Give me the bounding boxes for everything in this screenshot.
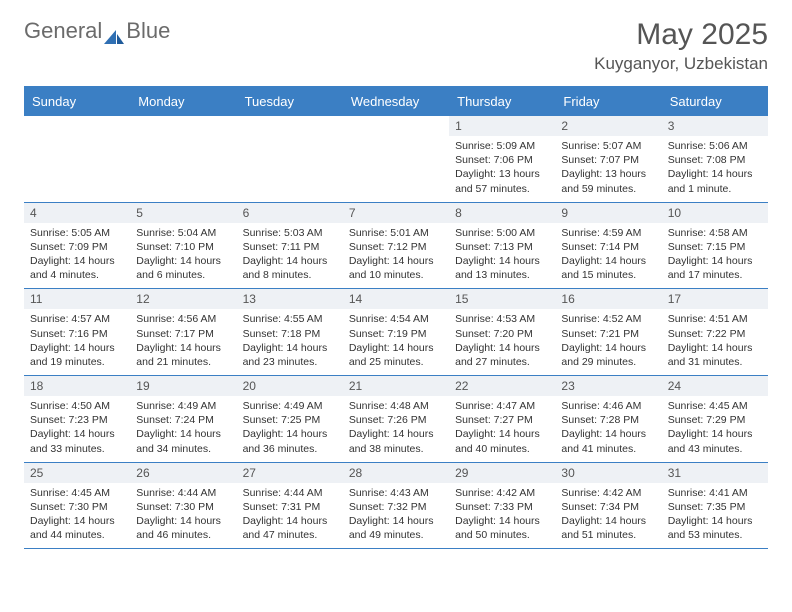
day-number-row: 45678910: [24, 202, 768, 223]
day-detail-cell: Sunrise: 4:57 AMSunset: 7:16 PMDaylight:…: [24, 309, 130, 375]
day-number-cell: 7: [343, 202, 449, 223]
day-number-cell: [343, 116, 449, 137]
day-detail-cell: Sunrise: 4:47 AMSunset: 7:27 PMDaylight:…: [449, 396, 555, 462]
day-detail-cell: Sunrise: 4:46 AMSunset: 7:28 PMDaylight:…: [555, 396, 661, 462]
day-number-cell: [130, 116, 236, 137]
logo-text-blue: Blue: [126, 18, 170, 44]
day-detail-row: Sunrise: 4:45 AMSunset: 7:30 PMDaylight:…: [24, 483, 768, 549]
day-number-cell: [24, 116, 130, 137]
day-detail-cell: Sunrise: 5:00 AMSunset: 7:13 PMDaylight:…: [449, 223, 555, 289]
day-detail-cell: Sunrise: 5:05 AMSunset: 7:09 PMDaylight:…: [24, 223, 130, 289]
day-detail-row: Sunrise: 4:50 AMSunset: 7:23 PMDaylight:…: [24, 396, 768, 462]
day-number-cell: 8: [449, 202, 555, 223]
day-detail-cell: Sunrise: 5:03 AMSunset: 7:11 PMDaylight:…: [237, 223, 343, 289]
sail-icon: [104, 24, 124, 38]
day-number-cell: 29: [449, 462, 555, 483]
day-detail-cell: Sunrise: 4:44 AMSunset: 7:30 PMDaylight:…: [130, 483, 236, 549]
logo: General Blue: [24, 18, 170, 44]
day-detail-row: Sunrise: 5:09 AMSunset: 7:06 PMDaylight:…: [24, 136, 768, 202]
bottom-rule: [24, 548, 768, 549]
day-number-cell: 1: [449, 116, 555, 137]
day-number-cell: 27: [237, 462, 343, 483]
day-detail-cell: Sunrise: 4:51 AMSunset: 7:22 PMDaylight:…: [662, 309, 768, 375]
day-header-row: SundayMondayTuesdayWednesdayThursdayFrid…: [24, 88, 768, 116]
day-detail-cell: Sunrise: 4:42 AMSunset: 7:33 PMDaylight:…: [449, 483, 555, 549]
day-number-cell: 19: [130, 376, 236, 397]
day-number-cell: 11: [24, 289, 130, 310]
calendar-table: SundayMondayTuesdayWednesdayThursdayFrid…: [24, 88, 768, 548]
day-detail-row: Sunrise: 4:57 AMSunset: 7:16 PMDaylight:…: [24, 309, 768, 375]
day-number-cell: 3: [662, 116, 768, 137]
day-number-cell: 15: [449, 289, 555, 310]
day-detail-cell: Sunrise: 4:54 AMSunset: 7:19 PMDaylight:…: [343, 309, 449, 375]
day-detail-cell: Sunrise: 5:06 AMSunset: 7:08 PMDaylight:…: [662, 136, 768, 202]
day-detail-cell: Sunrise: 4:48 AMSunset: 7:26 PMDaylight:…: [343, 396, 449, 462]
day-detail-cell: Sunrise: 5:01 AMSunset: 7:12 PMDaylight:…: [343, 223, 449, 289]
day-header: Tuesday: [237, 88, 343, 116]
day-number-row: 25262728293031: [24, 462, 768, 483]
day-detail-cell: Sunrise: 4:53 AMSunset: 7:20 PMDaylight:…: [449, 309, 555, 375]
header-right: May 2025 Kuyganyor, Uzbekistan: [594, 18, 768, 74]
day-number-cell: 5: [130, 202, 236, 223]
day-number-cell: 12: [130, 289, 236, 310]
day-detail-cell: Sunrise: 4:56 AMSunset: 7:17 PMDaylight:…: [130, 309, 236, 375]
day-number-cell: 14: [343, 289, 449, 310]
day-number-cell: 4: [24, 202, 130, 223]
day-detail-cell: Sunrise: 4:43 AMSunset: 7:32 PMDaylight:…: [343, 483, 449, 549]
day-number-cell: 20: [237, 376, 343, 397]
day-detail-cell: [237, 136, 343, 202]
day-number-cell: 25: [24, 462, 130, 483]
day-detail-cell: Sunrise: 5:04 AMSunset: 7:10 PMDaylight:…: [130, 223, 236, 289]
day-number-cell: 24: [662, 376, 768, 397]
day-detail-cell: Sunrise: 4:52 AMSunset: 7:21 PMDaylight:…: [555, 309, 661, 375]
day-detail-cell: Sunrise: 4:50 AMSunset: 7:23 PMDaylight:…: [24, 396, 130, 462]
day-number-cell: 26: [130, 462, 236, 483]
day-header: Friday: [555, 88, 661, 116]
location: Kuyganyor, Uzbekistan: [594, 54, 768, 74]
day-detail-cell: Sunrise: 4:55 AMSunset: 7:18 PMDaylight:…: [237, 309, 343, 375]
day-detail-row: Sunrise: 5:05 AMSunset: 7:09 PMDaylight:…: [24, 223, 768, 289]
day-number-cell: 31: [662, 462, 768, 483]
day-header: Sunday: [24, 88, 130, 116]
day-number-cell: 18: [24, 376, 130, 397]
day-detail-cell: Sunrise: 5:09 AMSunset: 7:06 PMDaylight:…: [449, 136, 555, 202]
logo-text-general: General: [24, 18, 102, 44]
day-number-row: 123: [24, 116, 768, 137]
day-detail-cell: Sunrise: 4:59 AMSunset: 7:14 PMDaylight:…: [555, 223, 661, 289]
day-header: Thursday: [449, 88, 555, 116]
day-number-cell: 16: [555, 289, 661, 310]
day-detail-cell: Sunrise: 4:41 AMSunset: 7:35 PMDaylight:…: [662, 483, 768, 549]
day-detail-cell: [130, 136, 236, 202]
day-number-cell: 13: [237, 289, 343, 310]
day-number-cell: 21: [343, 376, 449, 397]
day-detail-cell: [343, 136, 449, 202]
day-detail-cell: Sunrise: 4:45 AMSunset: 7:30 PMDaylight:…: [24, 483, 130, 549]
day-detail-cell: Sunrise: 4:49 AMSunset: 7:24 PMDaylight:…: [130, 396, 236, 462]
day-detail-cell: Sunrise: 4:42 AMSunset: 7:34 PMDaylight:…: [555, 483, 661, 549]
header: General Blue May 2025 Kuyganyor, Uzbekis…: [0, 0, 792, 82]
day-number-cell: 22: [449, 376, 555, 397]
day-number-cell: 30: [555, 462, 661, 483]
day-number-row: 11121314151617: [24, 289, 768, 310]
day-number-cell: [237, 116, 343, 137]
day-number-cell: 6: [237, 202, 343, 223]
day-header: Monday: [130, 88, 236, 116]
day-detail-cell: Sunrise: 4:58 AMSunset: 7:15 PMDaylight:…: [662, 223, 768, 289]
day-detail-cell: Sunrise: 5:07 AMSunset: 7:07 PMDaylight:…: [555, 136, 661, 202]
day-number-cell: 2: [555, 116, 661, 137]
day-number-cell: 23: [555, 376, 661, 397]
day-number-cell: 17: [662, 289, 768, 310]
day-detail-cell: Sunrise: 4:45 AMSunset: 7:29 PMDaylight:…: [662, 396, 768, 462]
month-title: May 2025: [594, 18, 768, 52]
day-detail-cell: Sunrise: 4:49 AMSunset: 7:25 PMDaylight:…: [237, 396, 343, 462]
day-number-row: 18192021222324: [24, 376, 768, 397]
day-number-cell: 9: [555, 202, 661, 223]
day-detail-cell: Sunrise: 4:44 AMSunset: 7:31 PMDaylight:…: [237, 483, 343, 549]
day-header: Saturday: [662, 88, 768, 116]
day-header: Wednesday: [343, 88, 449, 116]
day-number-cell: 10: [662, 202, 768, 223]
day-number-cell: 28: [343, 462, 449, 483]
day-detail-cell: [24, 136, 130, 202]
